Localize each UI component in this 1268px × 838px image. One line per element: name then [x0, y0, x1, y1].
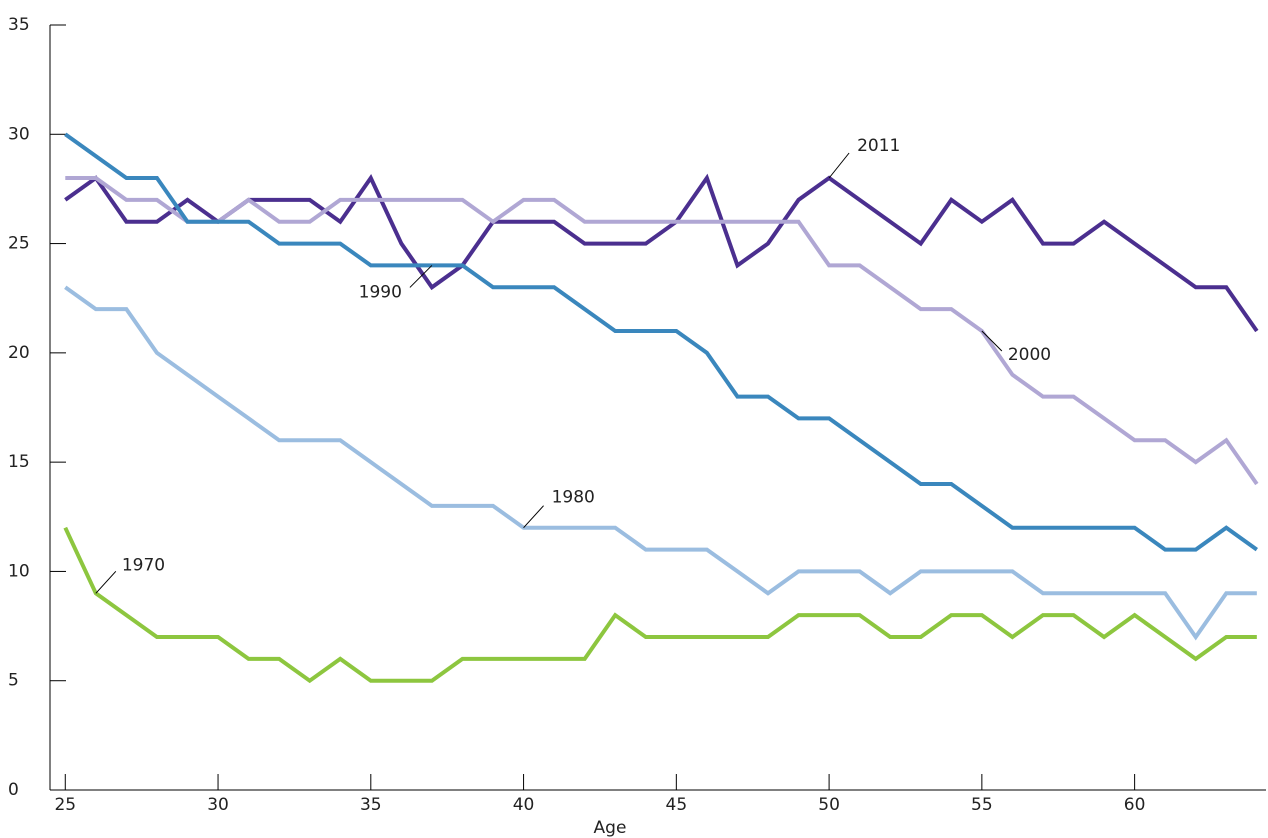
label-leader	[409, 265, 433, 288]
x-tick-label: 40	[513, 795, 535, 815]
series-label: 1990	[359, 282, 402, 302]
series-line	[63, 526, 1257, 684]
label-leader	[95, 570, 117, 594]
series-line	[64, 285, 1257, 641]
y-tick-label: 5	[8, 671, 19, 691]
series-label: 1980	[552, 488, 595, 508]
label-leader	[828, 152, 850, 179]
x-tick-label: 30	[207, 795, 229, 815]
x-tick-label: 25	[54, 795, 76, 815]
x-axis-label: Age	[594, 818, 627, 838]
x-tick-label: 60	[1124, 795, 1146, 815]
y-tick-label: 35	[8, 15, 30, 35]
y-tick-label: 15	[8, 452, 30, 472]
label-leader	[981, 330, 1003, 352]
x-tick-label: 35	[360, 795, 382, 815]
series-line	[64, 132, 1258, 552]
x-tick-label: 50	[818, 795, 840, 815]
y-tick-label: 0	[8, 780, 19, 800]
x-tick-label: 45	[666, 795, 688, 815]
y-tick-label: 25	[8, 234, 30, 254]
y-tick-label: 20	[8, 343, 30, 363]
y-tick-label: 10	[8, 561, 30, 581]
series-label: 2011	[857, 136, 900, 156]
series-line	[64, 173, 1259, 333]
series-label: 2000	[1008, 345, 1051, 365]
x-tick-label: 55	[971, 795, 993, 815]
label-leader	[523, 505, 544, 529]
series-line	[65, 176, 1259, 486]
series-label: 1970	[122, 555, 165, 575]
y-tick-label: 30	[8, 124, 30, 144]
